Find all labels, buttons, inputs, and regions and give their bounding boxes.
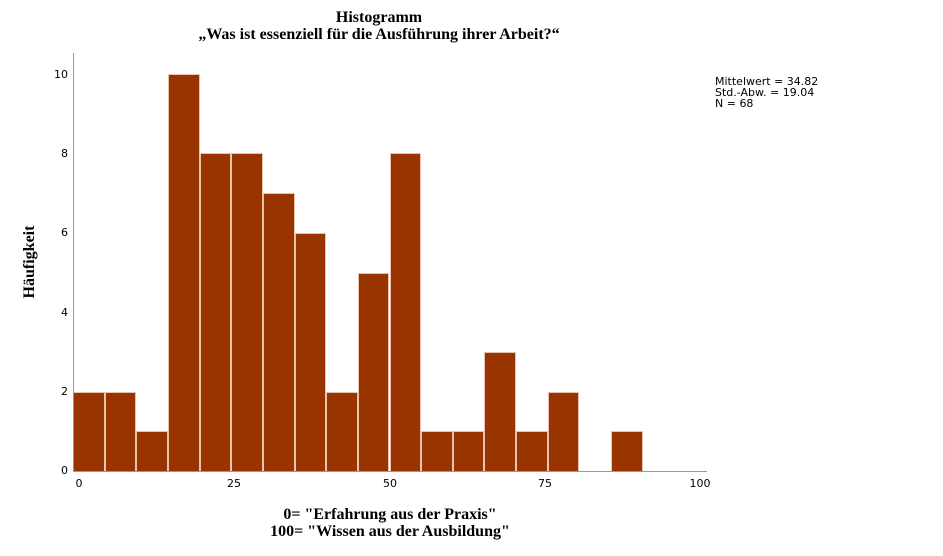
x-axis-label-line-2: 100= "Wissen aus der Ausbildung" xyxy=(270,523,510,540)
x-axis-label-line-1: 0= "Erfahrung aus der Praxis" xyxy=(283,506,497,523)
stats-box: Mittelwert = 34.82 Std.-Abw. = 19.04 N =… xyxy=(715,76,818,109)
chart-title: Histogramm „Was ist essenziell für die A… xyxy=(0,9,758,43)
y-tick-10: 10 xyxy=(54,68,68,81)
y-tick-2: 2 xyxy=(61,385,68,398)
histogram-bar xyxy=(484,351,517,471)
histogram-bar xyxy=(326,391,358,471)
histogram-bar xyxy=(611,431,643,471)
histogram-bar xyxy=(199,153,232,471)
x-axis-line xyxy=(73,471,707,472)
histogram-bar xyxy=(294,232,327,471)
x-axis-label: 0= "Erfahrung aus der Praxis" 100= "Wiss… xyxy=(0,506,780,540)
x-tick-0: 0 xyxy=(75,477,83,490)
x-tick-100: 100 xyxy=(689,477,711,490)
stat-sd: Std.-Abw. = 19.04 xyxy=(715,86,815,99)
x-tick-75: 75 xyxy=(538,477,552,490)
histogram-bar xyxy=(262,193,295,471)
y-tick-0: 0 xyxy=(61,464,68,477)
x-tick-50: 50 xyxy=(383,477,397,490)
histogram-bar xyxy=(104,391,137,471)
y-tick-8: 8 xyxy=(61,147,68,160)
x-tick-25: 25 xyxy=(227,477,241,490)
histogram-bar xyxy=(73,391,105,471)
histogram-bar xyxy=(516,431,548,471)
histogram-bar xyxy=(389,153,422,471)
y-axis-line xyxy=(73,53,74,472)
stat-n: N = 68 xyxy=(715,97,754,110)
histogram-bar xyxy=(357,272,390,471)
histogram-bar xyxy=(421,431,453,471)
histogram-bar xyxy=(452,431,485,471)
histogram-bar xyxy=(231,153,263,471)
histogram-bar xyxy=(167,74,200,471)
histogram-bar xyxy=(547,391,580,471)
y-tick-4: 4 xyxy=(61,306,68,319)
y-tick-6: 6 xyxy=(61,226,68,239)
stat-mean: Mittelwert = 34.82 xyxy=(715,75,819,88)
chart-title-main: Histogramm xyxy=(335,9,423,26)
histogram-bar xyxy=(136,431,168,471)
chart-subtitle: „Was ist essenziell für die Ausführung i… xyxy=(198,26,560,43)
